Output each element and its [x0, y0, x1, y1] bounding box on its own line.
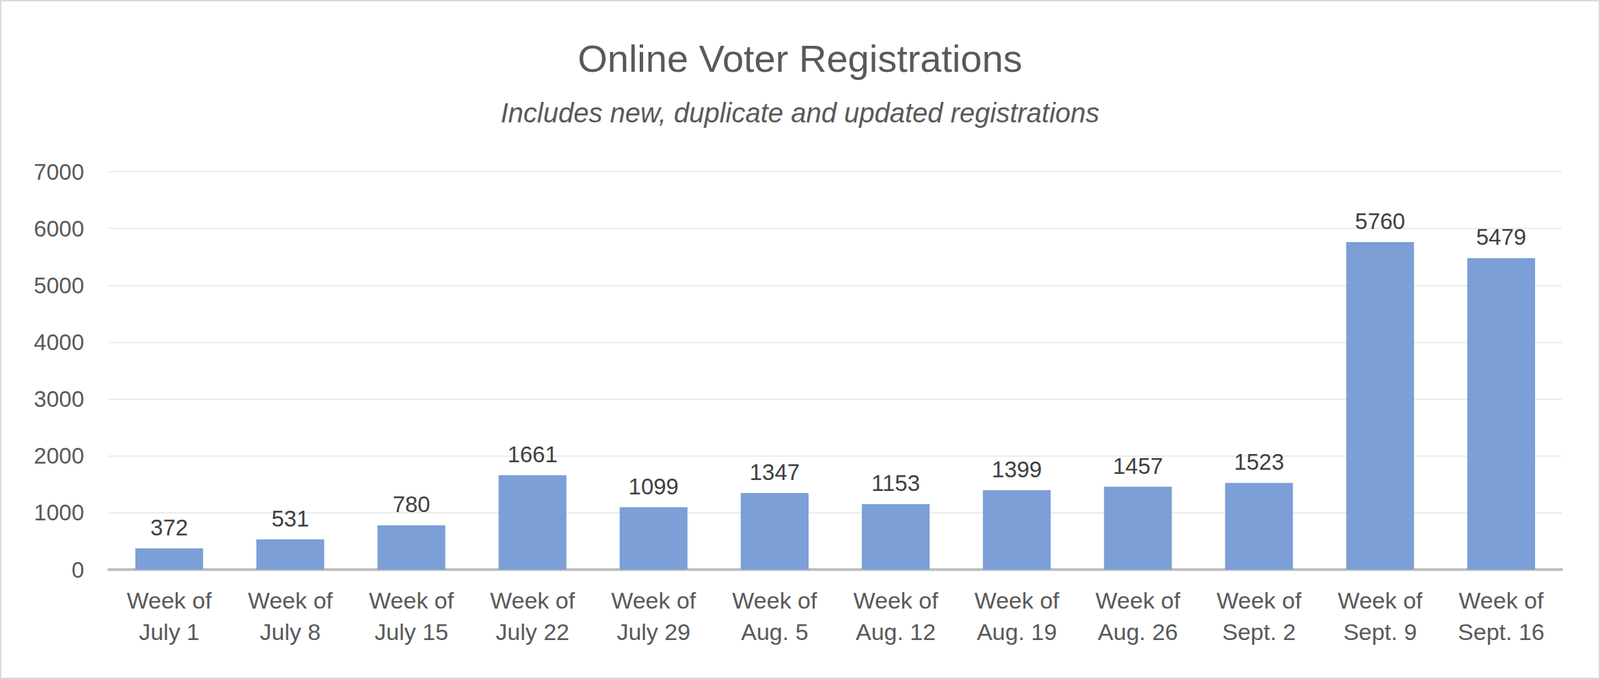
svg-text:Week of: Week of [853, 587, 940, 614]
svg-text:1099: 1099 [628, 473, 679, 499]
svg-text:531: 531 [271, 505, 309, 532]
svg-text:Aug. 5: Aug. 5 [740, 618, 808, 645]
svg-text:Sept. 9: Sept. 9 [1343, 618, 1417, 645]
svg-text:6000: 6000 [34, 215, 85, 242]
svg-text:Week of: Week of [1458, 587, 1544, 614]
svg-text:Aug. 12: Aug. 12 [855, 618, 936, 645]
svg-text:4000: 4000 [34, 329, 85, 355]
svg-text:Sept. 2: Sept. 2 [1222, 618, 1296, 645]
svg-text:Week of: Week of [974, 587, 1061, 614]
svg-text:0: 0 [71, 557, 85, 583]
svg-text:7000: 7000 [34, 159, 85, 185]
svg-text:July 29: July 29 [616, 618, 691, 645]
svg-text:5760: 5760 [1355, 208, 1406, 234]
svg-text:372: 372 [150, 514, 188, 540]
svg-text:Week of: Week of [369, 587, 455, 614]
svg-text:July 1: July 1 [138, 618, 200, 645]
svg-text:Includes new, duplicate and up: Includes new, duplicate and updated regi… [500, 97, 1100, 128]
svg-text:2000: 2000 [34, 442, 85, 469]
svg-text:1457: 1457 [1112, 453, 1163, 479]
svg-text:1153: 1153 [871, 470, 920, 496]
svg-text:July 8: July 8 [259, 618, 321, 645]
svg-text:1523: 1523 [1233, 449, 1284, 475]
svg-text:Online Voter Registrations: Online Voter Registrations [577, 36, 1023, 80]
svg-text:Week of: Week of [611, 587, 697, 614]
svg-text:Week of: Week of [248, 587, 334, 614]
svg-text:1347: 1347 [749, 459, 800, 485]
svg-text:Sept. 16: Sept. 16 [1457, 618, 1545, 645]
svg-text:Week of: Week of [127, 587, 213, 614]
svg-text:3000: 3000 [34, 386, 85, 412]
svg-text:1000: 1000 [34, 499, 85, 525]
svg-text:Week of: Week of [1337, 587, 1423, 614]
svg-text:July 15: July 15 [374, 618, 449, 645]
svg-text:5479: 5479 [1476, 224, 1527, 250]
svg-text:1399: 1399 [991, 456, 1042, 482]
svg-text:Aug. 19: Aug. 19 [976, 618, 1057, 645]
svg-text:Aug. 26: Aug. 26 [1097, 618, 1178, 645]
svg-text:780: 780 [392, 491, 430, 517]
svg-text:Week of: Week of [731, 587, 818, 614]
svg-text:Week of: Week of [490, 587, 576, 614]
svg-text:1661: 1661 [507, 441, 558, 467]
svg-text:5000: 5000 [34, 272, 85, 298]
svg-text:July 22: July 22 [495, 618, 570, 645]
svg-text:Week of: Week of [1216, 587, 1303, 614]
svg-text:Week of: Week of [1095, 587, 1182, 614]
